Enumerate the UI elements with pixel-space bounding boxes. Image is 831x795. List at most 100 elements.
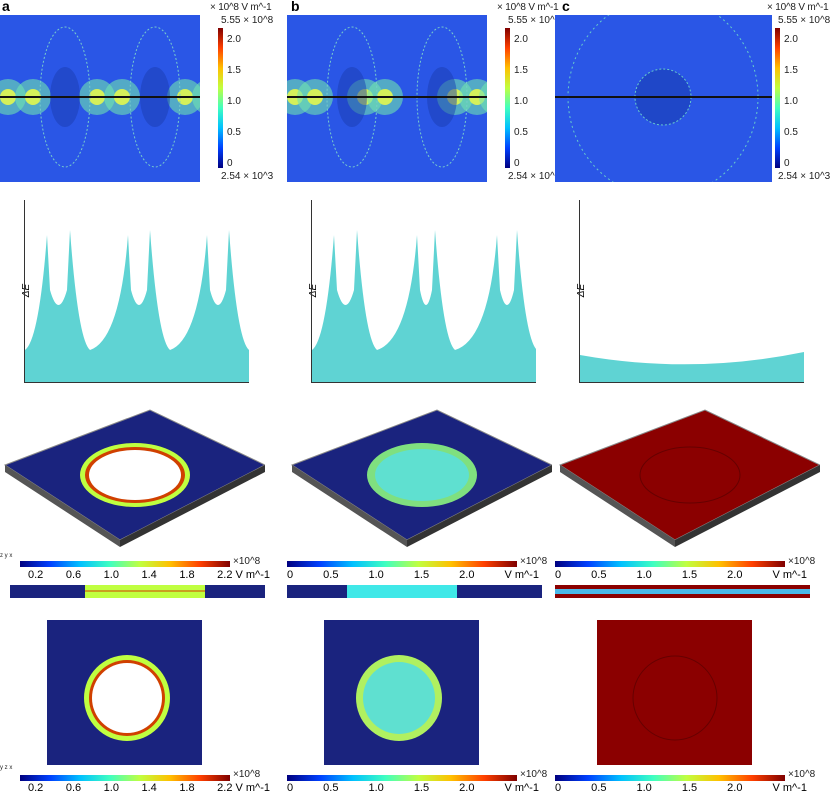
- colorbar-tick: 2.0: [727, 569, 743, 581]
- colorbar-tick: 2.0: [784, 34, 798, 45]
- colorbar-tick: 1.5: [681, 782, 698, 794]
- panel-label: b: [291, 0, 300, 14]
- colorbar-tick: 2.0: [227, 34, 241, 45]
- colorbar-ticks: 0.2 0.6 1.0 1.4 1.8 2.2 V m^-1: [28, 782, 270, 794]
- colorbar-ticks: 0 0.5 1.0 1.5 2.0 V m^-1: [555, 782, 807, 794]
- colorbar-tick: 1.0: [103, 782, 119, 794]
- colorbar-tick: V m^-1: [772, 782, 807, 794]
- x-axis: [579, 382, 804, 383]
- 3d-field-plate: [0, 405, 267, 555]
- colorbar-unit: ×10^8: [233, 556, 261, 567]
- colorbar-2d: [555, 775, 785, 781]
- colorbar-tick: 0.5: [323, 569, 339, 581]
- colorbar-tick: 0.2: [28, 782, 44, 794]
- axes-triad: z y x: [0, 553, 13, 559]
- field-map: [287, 15, 487, 182]
- colorbar-max: 5.55 × 10^8: [221, 15, 274, 26]
- colorbar-unit: ×10^8: [520, 556, 548, 567]
- colorbar-unit: ×10^8: [788, 769, 816, 780]
- colorbar-tick: 0: [227, 158, 233, 169]
- colorbar-tick: 2.0: [514, 34, 528, 45]
- delta-e-plot: [580, 200, 804, 382]
- panel-label: c: [562, 0, 570, 14]
- colorbar-tick: 0.6: [65, 782, 82, 794]
- colorbar-unit: ×10^8: [520, 769, 548, 780]
- colorbar: [505, 28, 510, 168]
- colorbar-3d: [287, 561, 517, 567]
- colorbar-ticks: 0 0.5 1.0 1.5 2.0 V m^-1: [287, 569, 539, 581]
- colorbar-max: 5.55 × 10^8: [508, 15, 561, 26]
- 3d-field-plate: [555, 405, 822, 555]
- colorbar-tick: V m^-1: [504, 782, 539, 794]
- colorbar-3d: [555, 561, 785, 567]
- field-map: [555, 15, 772, 182]
- delta-e-plot: [312, 200, 537, 382]
- colorbar-tick: 1.5: [514, 65, 528, 76]
- colorbar-tick: 0: [287, 782, 294, 794]
- y-axis: [579, 200, 580, 383]
- colorbar-min: 2.54 × 10^3: [778, 171, 831, 182]
- colorbar-tick: 1.0: [636, 569, 652, 581]
- panel-label: a: [2, 0, 10, 14]
- colorbar: [775, 28, 780, 168]
- colorbar-tick: V m^-1: [772, 569, 807, 581]
- colorbar-tick: 0: [784, 158, 790, 169]
- colorbar-tick: 1.0: [368, 569, 384, 581]
- colorbar-tick: 1.0: [368, 782, 384, 794]
- colorbar-unit: ×10^8: [233, 769, 261, 780]
- colorbar-tick: 1.0: [227, 96, 241, 107]
- field-map: [0, 15, 200, 182]
- colorbar-tick: 0.5: [227, 127, 241, 138]
- colorbar-unit: × 10^8 V m^-1: [767, 2, 829, 13]
- colorbar-tick: 1.8: [179, 782, 195, 794]
- colorbar-tick: 1.5: [413, 569, 430, 581]
- colorbar-unit: × 10^8 V m^-1: [210, 2, 272, 13]
- colorbar-tick: 2.2 V m^-1: [217, 782, 270, 794]
- colorbar-tick: 0.6: [65, 569, 82, 581]
- colorbar-tick: 0.5: [591, 569, 607, 581]
- colorbar-tick: 0: [514, 158, 520, 169]
- 2d-field-map: [324, 620, 479, 770]
- colorbar-ticks: 0.2 0.6 1.0 1.4 1.8 2.2 V m^-1: [28, 569, 270, 581]
- colorbar-tick: 1.5: [681, 569, 698, 581]
- colorbar-tick: 1.0: [784, 96, 798, 107]
- axes-triad: y z x: [0, 765, 13, 771]
- colorbar-unit: ×10^8: [788, 556, 816, 567]
- y-axis: [311, 200, 312, 383]
- colorbar-tick: 0.5: [784, 127, 798, 138]
- 2d-field-map: [597, 620, 752, 770]
- colorbar-max: 5.55 × 10^8: [778, 15, 831, 26]
- colorbar-tick: 1.4: [141, 569, 157, 581]
- colorbar-tick: 0: [287, 569, 294, 581]
- 3d-field-plate: [287, 405, 554, 555]
- colorbar-ticks: 0 0.5 1.0 1.5 2.0 V m^-1: [287, 782, 539, 794]
- 2d-field-map: [47, 620, 202, 770]
- cross-section: [287, 585, 542, 603]
- x-axis: [311, 382, 536, 383]
- colorbar-tick: 1.0: [103, 569, 119, 581]
- colorbar-tick: 1.5: [413, 782, 430, 794]
- colorbar-tick: 1.5: [784, 65, 798, 76]
- colorbar-tick: 0.2: [28, 569, 44, 581]
- delta-e-plot: [25, 200, 249, 382]
- colorbar-tick: 0.5: [514, 127, 528, 138]
- colorbar-tick: 1.5: [227, 65, 241, 76]
- colorbar-tick: 0: [555, 782, 562, 794]
- x-axis: [24, 382, 249, 383]
- colorbar-tick: 2.0: [459, 782, 475, 794]
- colorbar-tick: 0.5: [591, 782, 607, 794]
- colorbar-tick: 1.0: [636, 782, 652, 794]
- colorbar-tick: 1.0: [514, 96, 528, 107]
- y-axis: [24, 200, 25, 383]
- colorbar: [218, 28, 223, 168]
- colorbar-2d: [20, 775, 230, 781]
- colorbar-2d: [287, 775, 517, 781]
- colorbar-tick: 0: [555, 569, 562, 581]
- colorbar-tick: 0.5: [323, 782, 339, 794]
- colorbar-tick: 2.0: [727, 782, 743, 794]
- colorbar-tick: V m^-1: [504, 569, 539, 581]
- colorbar-tick: 1.8: [179, 569, 195, 581]
- colorbar-tick: 2.2 V m^-1: [217, 569, 270, 581]
- colorbar-ticks: 0 0.5 1.0 1.5 2.0 V m^-1: [555, 569, 807, 581]
